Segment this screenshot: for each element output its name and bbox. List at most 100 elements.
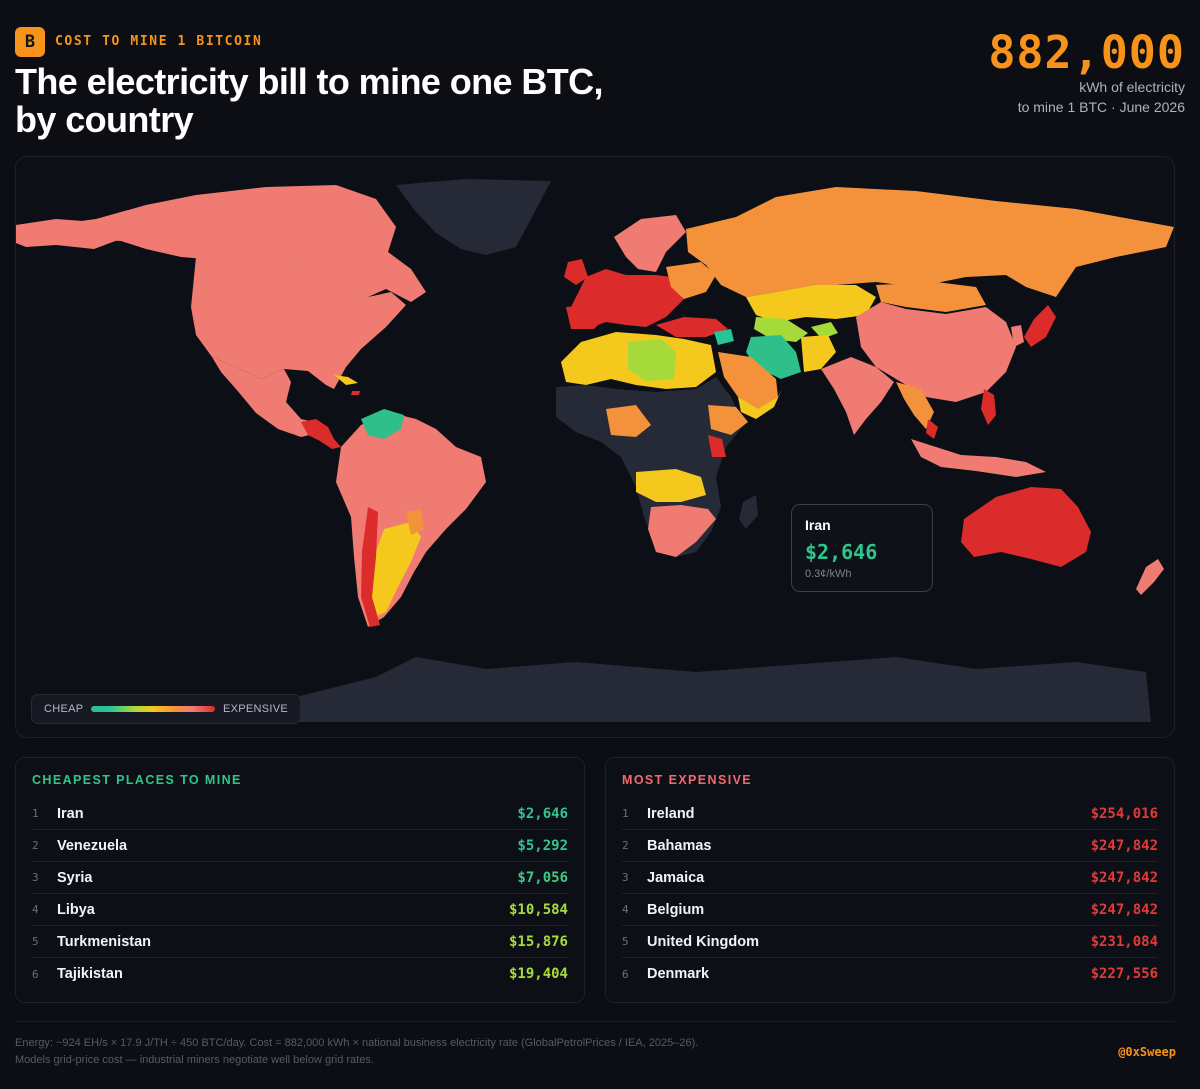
list-item[interactable]: 3 Jamaica $247,842 <box>622 862 1158 894</box>
map-region-scandinavia <box>614 215 686 272</box>
map-region-eastern-europe <box>666 262 716 299</box>
map-region-libya <box>628 339 676 381</box>
list-item[interactable]: 1 Iran $2,646 <box>32 798 568 830</box>
expensive-panel-title: MOST EXPENSIVE <box>622 773 753 787</box>
list-item[interactable]: 2 Bahamas $247,842 <box>622 830 1158 862</box>
kwh-caption-line-2: to mine 1 BTC · June 2026 <box>1017 99 1185 115</box>
map-region-iberia <box>566 305 606 329</box>
map-region-greenland <box>396 179 551 255</box>
list-item[interactable]: 3 Syria $7,056 <box>32 862 568 894</box>
bitcoin-logo-glyph: B <box>24 32 36 52</box>
list-item[interactable]: 6 Tajikistan $19,404 <box>32 958 568 990</box>
map-region-russia <box>686 187 1174 297</box>
map-region-east-africa <box>708 435 726 457</box>
rank-number: 4 <box>622 903 629 916</box>
cost-value: $15,876 <box>508 933 568 950</box>
legend-expensive-label: EXPENSIVE <box>222 703 288 715</box>
legend-cheap-label: CHEAP <box>44 703 84 715</box>
map-region-mongolia <box>876 282 986 312</box>
title-line-1: The electricity bill to mine one BTC, <box>15 61 604 102</box>
list-item[interactable]: 2 Venezuela $5,292 <box>32 830 568 862</box>
list-item[interactable]: 5 Turkmenistan $15,876 <box>32 926 568 958</box>
country-name: Belgium <box>647 901 705 918</box>
cost-value: $227,556 <box>1090 966 1158 982</box>
expensive-list: 1 Ireland $254,016 2 Bahamas $247,842 3 … <box>622 798 1158 990</box>
map-region-west-africa <box>606 405 651 437</box>
cost-value: $254,016 <box>1090 805 1158 822</box>
tooltip-country: Iran <box>805 517 831 533</box>
map-region-paraguay-uruguay <box>406 509 424 535</box>
expensive-panel: MOST EXPENSIVE 1 Ireland $254,016 2 Baha… <box>605 757 1175 1003</box>
page-title: The electricity bill to mine one BTC, by… <box>15 63 695 139</box>
cost-value: $247,842 <box>1090 837 1158 854</box>
list-item[interactable]: 1 Ireland $254,016 <box>622 798 1158 830</box>
kwh-headline-number: 882,000 <box>988 26 1185 79</box>
rank-number: 4 <box>32 903 39 916</box>
map-region-central-america <box>301 419 341 449</box>
map-region-argentina <box>368 522 421 617</box>
country-name: Iran <box>57 805 84 822</box>
country-name: Tajikistan <box>57 966 123 982</box>
map-region-india <box>821 357 894 435</box>
map-region-china <box>856 302 1016 402</box>
author-handle[interactable]: @0xSweep <box>1118 1045 1176 1059</box>
country-name: Denmark <box>647 966 710 982</box>
map-region-southern-africa <box>648 505 716 557</box>
world-map-card: CHEAP EXPENSIVE Iran $2,646 0.3¢/kWh <box>15 156 1175 738</box>
rank-number: 2 <box>622 839 629 852</box>
cheapest-list: 1 Iran $2,646 2 Venezuela $5,292 3 Syria… <box>32 798 568 990</box>
rank-number: 6 <box>32 967 39 981</box>
country-name: Ireland <box>647 805 695 822</box>
methodology-footnote: Energy: ~924 EH/s × 17.9 J/TH ÷ 450 BTC/… <box>15 1035 1015 1069</box>
map-region-indochina <box>896 382 934 429</box>
map-region-uk-ireland <box>564 259 588 285</box>
map-region-japan <box>1024 305 1056 347</box>
map-region-vietnam <box>926 419 938 439</box>
cheapest-panel-title: CHEAPEST PLACES TO MINE <box>32 773 242 787</box>
map-region-madagascar <box>739 495 758 529</box>
tooltip-value: $2,646 <box>805 540 878 564</box>
cost-value: $231,084 <box>1090 933 1158 950</box>
map-region-caribbean <box>334 375 358 385</box>
list-item[interactable]: 4 Belgium $247,842 <box>622 894 1158 926</box>
country-name: Turkmenistan <box>57 933 152 950</box>
list-item[interactable]: 5 United Kingdom $231,084 <box>622 926 1158 958</box>
map-region-korea <box>1011 325 1024 347</box>
map-region-australia <box>961 487 1091 567</box>
country-name: Venezuela <box>57 837 128 854</box>
footer-divider <box>15 1021 1175 1022</box>
bitcoin-logo-icon: B <box>15 27 45 57</box>
country-name: Jamaica <box>647 869 705 886</box>
eyebrow-label: COST TO MINE 1 BITCOIN <box>55 34 263 49</box>
cost-value: $247,842 <box>1090 869 1158 886</box>
map-region-usa <box>191 257 406 389</box>
rank-number: 6 <box>622 967 629 981</box>
map-legend: CHEAP EXPENSIVE <box>31 694 301 724</box>
map-region-saudi-arabia <box>718 352 778 412</box>
map-region-new-zealand <box>1136 559 1164 595</box>
map-region-turkmenistan <box>754 317 808 342</box>
map-region-tajikistan <box>811 322 838 339</box>
list-item[interactable]: 4 Libya $10,584 <box>32 894 568 926</box>
cost-value: $19,404 <box>508 966 568 982</box>
legend-gradient-bar <box>91 706 215 712</box>
map-region-venezuela <box>361 409 404 439</box>
list-item[interactable]: 6 Denmark $227,556 <box>622 958 1158 990</box>
cheapest-panel: CHEAPEST PLACES TO MINE 1 Iran $2,646 2 … <box>15 757 585 1003</box>
footnote-line-2: Models grid-price cost — industrial mine… <box>15 1054 374 1066</box>
rank-number: 1 <box>622 807 629 820</box>
map-tooltip: Iran $2,646 0.3¢/kWh <box>791 504 933 592</box>
map-region-alaska <box>16 219 126 249</box>
map-region-turkey <box>656 317 728 337</box>
cost-value: $10,584 <box>508 901 568 918</box>
kwh-headline-caption: kWh of electricity to mine 1 BTC · June … <box>1018 77 1185 117</box>
cost-value: $247,842 <box>1090 901 1158 918</box>
cost-value: $2,646 <box>517 805 568 822</box>
map-region-chile <box>361 507 380 627</box>
map-region-jamaica <box>351 391 360 395</box>
country-name: Libya <box>57 901 95 918</box>
cost-value: $7,056 <box>517 869 568 886</box>
country-name: Syria <box>57 869 93 886</box>
map-region-philippines <box>981 389 996 425</box>
world-map <box>16 179 1174 722</box>
